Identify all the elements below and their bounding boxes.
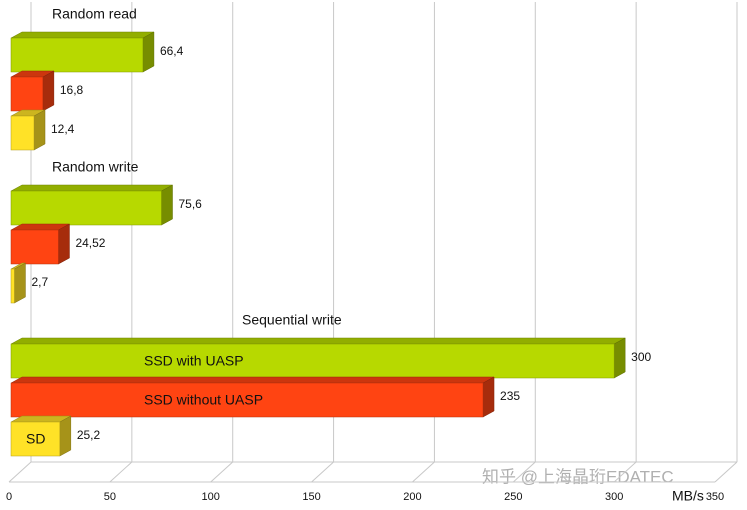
bar — [10, 76, 44, 112]
bar — [10, 382, 484, 418]
bar — [10, 268, 15, 304]
x-tick-label: 250 — [504, 491, 522, 503]
bar-3d — [10, 223, 70, 265]
bar-top — [10, 337, 626, 345]
x-tick-label: 0 — [6, 491, 12, 503]
watermark: 知乎 @上海晶珩EDATEC — [482, 467, 674, 486]
value-label: 300 — [631, 350, 651, 364]
legend-label: SD — [26, 431, 45, 447]
bar — [10, 343, 615, 379]
value-label: 25,2 — [77, 428, 101, 442]
value-label: 12,4 — [51, 122, 75, 136]
x-tick-label: 200 — [403, 491, 421, 503]
bar-3d — [10, 109, 46, 151]
floor-line — [412, 461, 435, 483]
bar-side — [59, 415, 72, 457]
bar — [10, 115, 35, 151]
legend-label: SSD with UASP — [144, 353, 244, 369]
floor-line — [512, 461, 536, 483]
bar-3d — [10, 184, 173, 226]
value-label: 235 — [500, 389, 520, 403]
floor-line — [311, 461, 334, 483]
bar-3d — [10, 376, 495, 418]
group-title: Sequential write — [242, 312, 342, 328]
value-label: 75,6 — [178, 197, 202, 211]
bar-3d — [10, 70, 55, 112]
bar — [10, 229, 59, 265]
x-tick-label: 300 — [605, 491, 623, 503]
bar — [10, 190, 162, 226]
bar-3d — [10, 337, 626, 379]
floor-line — [8, 461, 32, 483]
bar-top — [10, 184, 173, 192]
x-axis-label: MB/s — [672, 488, 704, 504]
floor-line — [210, 461, 234, 483]
bar-3d — [10, 262, 26, 304]
floor-line — [714, 461, 738, 483]
bar — [10, 37, 144, 73]
value-label: 24,52 — [75, 236, 105, 250]
x-tick-label: 50 — [104, 491, 116, 503]
bar-side — [33, 109, 46, 151]
bar-side — [482, 376, 495, 418]
x-tick-label: 350 — [706, 491, 724, 503]
bar-top — [10, 31, 155, 39]
bar-side — [14, 262, 26, 304]
bar-top — [10, 376, 495, 384]
bar-side — [613, 337, 626, 379]
value-label: 16,8 — [60, 83, 84, 97]
bar — [10, 421, 61, 457]
group-title: Random read — [52, 6, 137, 22]
value-label: 66,4 — [160, 44, 184, 58]
floor-line — [613, 461, 637, 483]
x-tick-label: 100 — [202, 491, 220, 503]
bar-side — [42, 70, 55, 112]
bar-3d — [10, 31, 155, 73]
value-label: 2,7 — [31, 275, 48, 289]
x-tick-label: 150 — [302, 491, 320, 503]
floor-line — [109, 461, 133, 483]
bar-side — [142, 31, 155, 73]
bar-side — [161, 184, 173, 226]
bar-side — [58, 223, 70, 265]
legend-label: SSD without UASP — [144, 392, 263, 408]
bar-3d — [10, 415, 72, 457]
group-title: Random write — [52, 159, 139, 175]
